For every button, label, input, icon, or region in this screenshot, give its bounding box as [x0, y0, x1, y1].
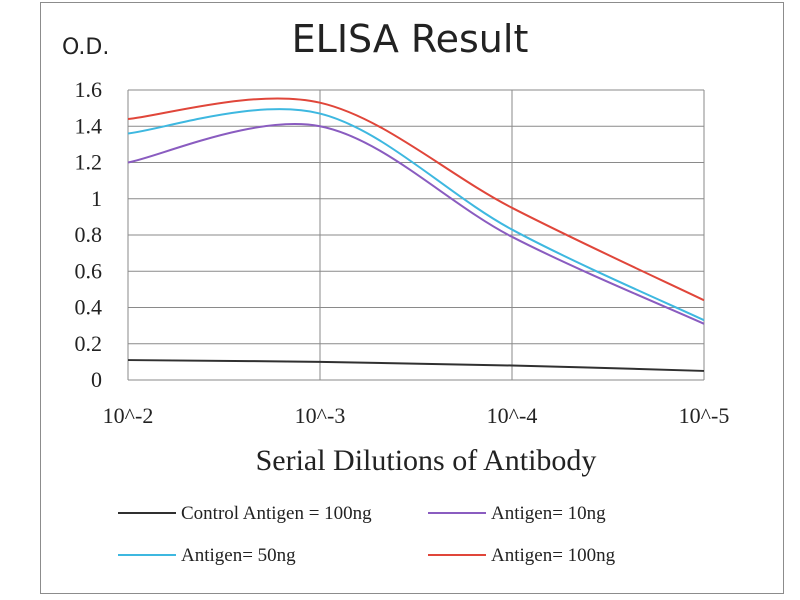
- x-tick-label: 10^-2: [103, 403, 154, 428]
- y-tick-label: 1.4: [75, 113, 103, 138]
- y-tick-label: 0.4: [75, 295, 103, 320]
- legend-label: Antigen= 10ng: [491, 503, 606, 524]
- x-axis-title: Serial Dilutions of Antibody: [256, 444, 597, 477]
- legend-label: Control Antigen = 100ng: [181, 503, 372, 524]
- gridlines: [127, 89, 705, 381]
- y-axis-title: O.D.: [62, 35, 109, 60]
- y-tick-label: 1: [91, 186, 102, 211]
- chart-title: ELISA Result: [292, 17, 529, 61]
- x-tick-label: 10^-4: [487, 403, 538, 428]
- y-tick-label: 0: [91, 367, 102, 392]
- series-line-4: [127, 97, 705, 302]
- x-tick-label: 10^-5: [679, 403, 730, 428]
- y-tick-labels: 0 0.2 0.4 0.6 0.8 1 1.2 1.4 1.6: [75, 77, 103, 392]
- series-lines: [127, 97, 705, 372]
- x-tick-label: 10^-3: [295, 403, 346, 428]
- legend-label: Antigen= 50ng: [181, 545, 296, 566]
- x-tick-labels: 10^-2 10^-3 10^-4 10^-5: [103, 403, 730, 428]
- legend-label: Antigen= 100ng: [491, 545, 616, 566]
- y-tick-label: 0.8: [75, 222, 103, 247]
- y-tick-label: 0.2: [75, 331, 103, 356]
- y-tick-label: 1.2: [75, 150, 103, 175]
- series-line-2: [127, 123, 705, 325]
- chart-frame: [40, 2, 784, 594]
- series-line-3: [127, 108, 705, 322]
- series-line-1: [127, 359, 705, 372]
- y-tick-label: 1.6: [75, 77, 103, 102]
- legend: Control Antigen = 100ng Antigen= 10ng Anti…: [118, 503, 616, 566]
- y-tick-label: 0.6: [75, 258, 103, 283]
